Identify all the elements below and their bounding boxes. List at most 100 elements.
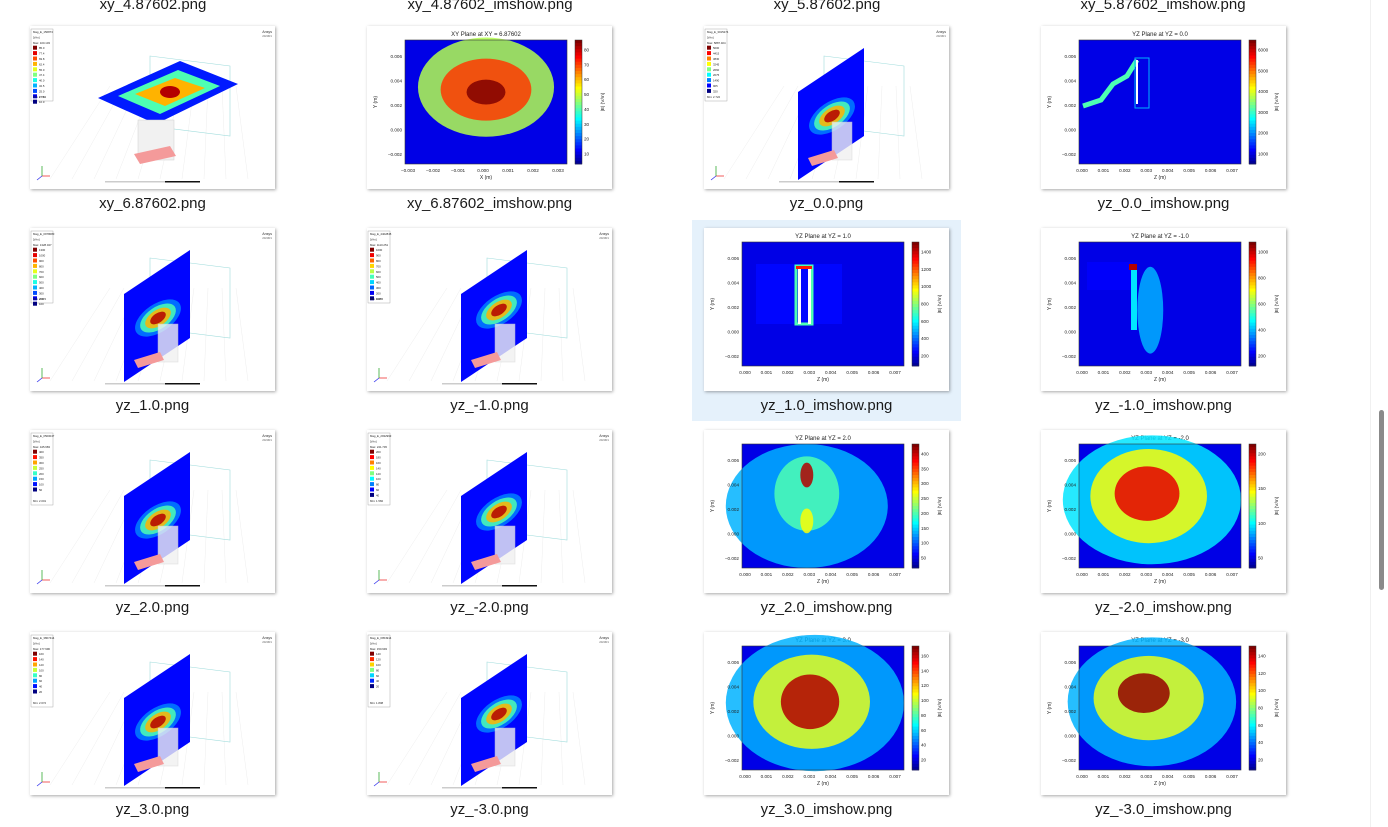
y-tick-label: 0.006	[728, 660, 740, 665]
scrollbar-thumb[interactable]	[1379, 410, 1384, 590]
file-tile[interactable]: Mag_E_156873 [V/m] Max: 100.103 85.0 77.4 69.…	[18, 18, 287, 219]
legend-text: Mag_E_0978080	[33, 232, 55, 236]
y-tick-label: −0.002	[1062, 758, 1077, 763]
legend-min: Min: 2.672	[33, 701, 47, 705]
file-label[interactable]: yz_2.0.png	[115, 599, 190, 616]
legend-text: Mag_E_156873	[33, 30, 53, 34]
imshow-plot-thumbnail[interactable]: YZ Plane at YZ = 2.0 0.000 0.001 0.002 0.003…	[704, 430, 949, 593]
file-tile[interactable]: YZ Plane at YZ = 1.0 0.000 0.001 0.002 0.003…	[692, 220, 961, 421]
file-label[interactable]: yz_-2.0.png	[450, 599, 529, 616]
file-label[interactable]: yz_-1.0.png	[450, 397, 529, 414]
field-plot-thumbnail[interactable]: Mag_E_3015274 [V/m] Max: 5887.404 5000 4415 3…	[704, 26, 949, 189]
file-tile[interactable]: Mag_E_3015274 [V/m] Max: 5887.404 5000 4415 3…	[692, 18, 961, 219]
x-axis-label: Z (m)	[817, 781, 829, 787]
field-plot-thumbnail[interactable]: Mag_E_0500047 [V/m] Max: 445.983 400 350 300 2…	[30, 430, 275, 593]
x-axis-label: Z (m)	[1154, 175, 1166, 181]
imshow-plot-thumbnail[interactable]: YZ Plane at YZ = 1.0 0.000 0.001 0.002 0.003…	[704, 228, 949, 391]
x-tick-label: 0.000	[739, 370, 751, 375]
file-tile[interactable]: Mag_E_4402845 [V/m] Max: 1110.251 1000 900 80…	[355, 220, 624, 421]
imshow-plot-thumbnail[interactable]: YZ Plane at YZ = -3.00.0000.0010.0020.00…	[1041, 632, 1286, 795]
file-tile[interactable]: YZ Plane at YZ = -3.00.0000.0010.0020.00…	[1029, 624, 1298, 825]
legend-text: 10.0	[39, 100, 45, 104]
colorbar-tick-label: 40	[921, 743, 927, 748]
x-tick-label: 0.003	[804, 370, 816, 375]
legend-text: 17.5	[39, 95, 45, 99]
x-axis-label: Z (m)	[1154, 579, 1166, 585]
field-plot-thumbnail[interactable]: Mag_E_3807414 [V/m] Max: 177.996 160 140 120 1…	[30, 632, 275, 795]
file-label[interactable]: yz_1.0.png	[115, 397, 190, 414]
file-tile[interactable]: Mag_E_3807414 [V/m] Max: 177.996 160 140 120 1…	[18, 624, 287, 825]
file-label[interactable]: yz_2.0_imshow.png	[760, 599, 893, 616]
imshow-plot-thumbnail[interactable]: YZ Plane at YZ = 0.0 0.000 0.001 0.002 0.003…	[1041, 26, 1286, 189]
file-label[interactable]: yz_-3.0_imshow.png	[1095, 801, 1232, 818]
file-label[interactable]: yz_3.0.png	[115, 801, 190, 818]
file-label[interactable]: yz_0.0_imshow.png	[1097, 195, 1230, 212]
imshow-plot-thumbnail[interactable]: YZ Plane at YZ = -2.00.0000.0010.0020.00…	[1041, 430, 1286, 593]
field-plot-thumbnail[interactable]: Mag_E_2932993 [V/m] Max: 241.745 200 180 160 1…	[367, 430, 612, 593]
file-label[interactable]: xy_4.87602.png	[99, 0, 207, 13]
legend-text: [V/m]	[707, 35, 714, 39]
x-tick-label: 0.003	[804, 572, 816, 577]
file-label[interactable]: yz_1.0_imshow.png	[760, 397, 893, 414]
field-plot-thumbnail[interactable]: Mag_E_0978080 [V/m] Max: 1328.047 1300 1000 9…	[30, 228, 275, 391]
colorbar-tick-label: 5000	[1258, 68, 1269, 73]
legend-text: [V/m]	[370, 237, 377, 241]
file-label[interactable]: xy_6.87602.png	[99, 195, 206, 212]
file-label[interactable]: yz_-1.0_imshow.png	[1095, 397, 1232, 414]
legend-text: 800	[39, 264, 44, 268]
colorbar-tick-label: 200	[921, 511, 929, 516]
brand-label: Ansys	[599, 434, 609, 438]
file-tile[interactable]: YZ Plane at YZ = 3.00.0000.0010.0020.003…	[692, 624, 961, 825]
y-tick-label: 0.000	[728, 532, 740, 537]
vertical-scrollbar[interactable]	[1370, 0, 1388, 827]
x-axis-label: Z (m)	[817, 579, 829, 585]
file-tile[interactable]: YZ Plane at YZ = 2.0 0.000 0.001 0.002 0.003…	[692, 422, 961, 623]
file-label[interactable]: yz_-3.0.png	[450, 801, 529, 818]
y-tick-label: 0.004	[1065, 79, 1077, 84]
colorbar-tick-label: 60	[921, 728, 927, 733]
y-tick-label: 0.006	[1065, 458, 1077, 463]
imshow-plot-thumbnail[interactable]: YZ Plane at YZ = -1.0 0.000 0.001 0.002 0.00…	[1041, 228, 1286, 391]
file-label[interactable]: xy_5.87602_imshow.png	[1080, 0, 1246, 13]
file-label[interactable]: xy_4.87602_imshow.png	[407, 0, 573, 13]
y-axis-label: Y (m)	[1047, 500, 1053, 512]
file-label[interactable]: yz_-2.0_imshow.png	[1095, 599, 1232, 616]
y-tick-label: 0.004	[391, 79, 403, 84]
file-tile[interactable]: Mag_E_0978080 [V/m] Max: 1328.047 1300 1000 9…	[18, 220, 287, 421]
x-tick-label: 0.005	[1183, 572, 1195, 577]
legend-text: 100	[376, 663, 381, 667]
field-plot-thumbnail[interactable]: Mag_E_156873 [V/m] Max: 100.103 85.0 77.4 69.…	[30, 26, 275, 189]
file-tile[interactable]: Mag_E_2932993 [V/m] Max: 241.745 200 180 160 1…	[355, 422, 624, 623]
legend-text: 160	[39, 652, 44, 656]
file-label[interactable]: yz_0.0.png	[789, 195, 864, 212]
file-tile[interactable]: Mag_E_0954914 [V/m] Max: 150.993 140 120 100 8…	[355, 624, 624, 825]
colorbar-label: |E| (V/m)	[1274, 294, 1280, 313]
y-tick-label: 0.006	[1065, 54, 1077, 59]
x-tick-label: 0.004	[825, 774, 837, 779]
x-tick-label: 0.004	[825, 572, 837, 577]
imshow-plot-thumbnail[interactable]: YZ Plane at YZ = 3.00.0000.0010.0020.003…	[704, 632, 949, 795]
file-tile[interactable]: YZ Plane at YZ = 0.0 0.000 0.001 0.002 0.003…	[1029, 18, 1298, 219]
y-tick-label: 0.004	[1065, 483, 1077, 488]
y-tick-label: 0.002	[1065, 103, 1077, 108]
x-tick-label: 0.001	[1098, 572, 1110, 577]
colorbar-label: |E| (V/m)	[1274, 496, 1280, 515]
file-tile[interactable]: XY Plane at XY = 6.87602 −0.003 −0.002 −0.0…	[355, 18, 624, 219]
field-plot-thumbnail[interactable]: Mag_E_0954914 [V/m] Max: 150.993 140 120 100 8…	[367, 632, 612, 795]
field-plot-thumbnail[interactable]: Mag_E_4402845 [V/m] Max: 1110.251 1000 900 80…	[367, 228, 612, 391]
legend-text: 250	[39, 466, 44, 470]
imshow-plot-thumbnail[interactable]: XY Plane at XY = 6.87602 −0.003 −0.002 −0.0…	[367, 26, 612, 189]
legend-text: 700	[376, 264, 381, 268]
file-label[interactable]: xy_6.87602_imshow.png	[406, 195, 573, 212]
file-label[interactable]: xy_5.87602.png	[773, 0, 881, 13]
file-label[interactable]: yz_3.0_imshow.png	[760, 801, 893, 818]
plot-title: YZ Plane at YZ = 0.0	[1132, 32, 1188, 38]
legend-text: 600	[39, 275, 44, 279]
x-tick-label: 0.005	[1183, 168, 1195, 173]
y-tick-label: 0.000	[728, 330, 740, 335]
file-tile[interactable]: YZ Plane at YZ = -1.0 0.000 0.001 0.002 0.00…	[1029, 220, 1298, 421]
legend-text: Mag_E_2932993	[370, 434, 392, 438]
file-tile[interactable]: YZ Plane at YZ = -2.00.0000.0010.0020.00…	[1029, 422, 1298, 623]
file-tile[interactable]: Mag_E_0500047 [V/m] Max: 445.983 400 350 300 2…	[18, 422, 287, 623]
